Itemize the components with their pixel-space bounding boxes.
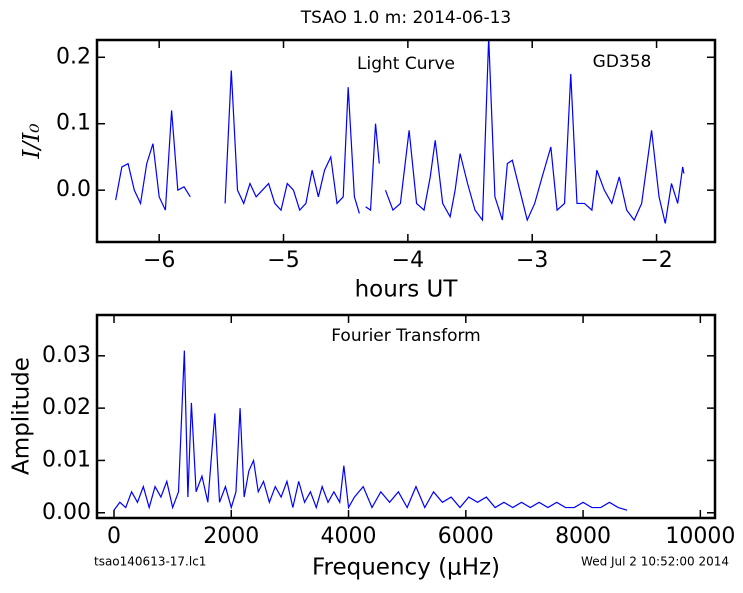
x-tick-label: 8000 — [555, 524, 611, 549]
x-axis-label: Frequency (μHz) — [312, 555, 500, 581]
y-axis-label: I/I₀ — [19, 123, 45, 159]
y-tick-label: 0.01 — [42, 447, 91, 472]
data-line — [113, 350, 628, 511]
plot-frame — [95, 313, 717, 520]
x-tick-label: −3 — [516, 248, 548, 273]
x-tick-label: 4000 — [321, 524, 377, 549]
plot-frame — [95, 38, 717, 244]
x-tick-label: −2 — [640, 248, 672, 273]
x-tick-label: −6 — [143, 248, 175, 273]
y-tick-label: 0.1 — [56, 111, 91, 136]
y-tick-label: 0.2 — [56, 44, 91, 69]
x-tick-label: −5 — [267, 248, 299, 273]
y-tick-label: 0.02 — [42, 395, 91, 420]
footer-right: Wed Jul 2 10:52:00 2014 — [581, 555, 729, 569]
y-tick-label: 0.00 — [42, 500, 91, 525]
annotation: GD358 — [593, 52, 652, 72]
x-tick-label: −4 — [392, 248, 424, 273]
x-tick-label: 6000 — [438, 524, 494, 549]
annotation: Fourier Transform — [331, 326, 480, 346]
x-tick-label: 2000 — [203, 524, 259, 549]
footer-left: tsao140613-17.lc1 — [94, 555, 206, 569]
y-tick-label: 0.0 — [56, 177, 91, 202]
data-line — [115, 40, 685, 224]
x-axis-label: hours UT — [355, 277, 459, 303]
figure-title: TSAO 1.0 m: 2014-06-13 — [300, 8, 512, 28]
y-axis-label: Amplitude — [9, 357, 35, 475]
x-tick-label: 0 — [107, 524, 121, 549]
x-tick-label: 10000 — [665, 524, 735, 549]
annotation: Light Curve — [357, 54, 455, 74]
y-tick-label: 0.03 — [42, 343, 91, 368]
